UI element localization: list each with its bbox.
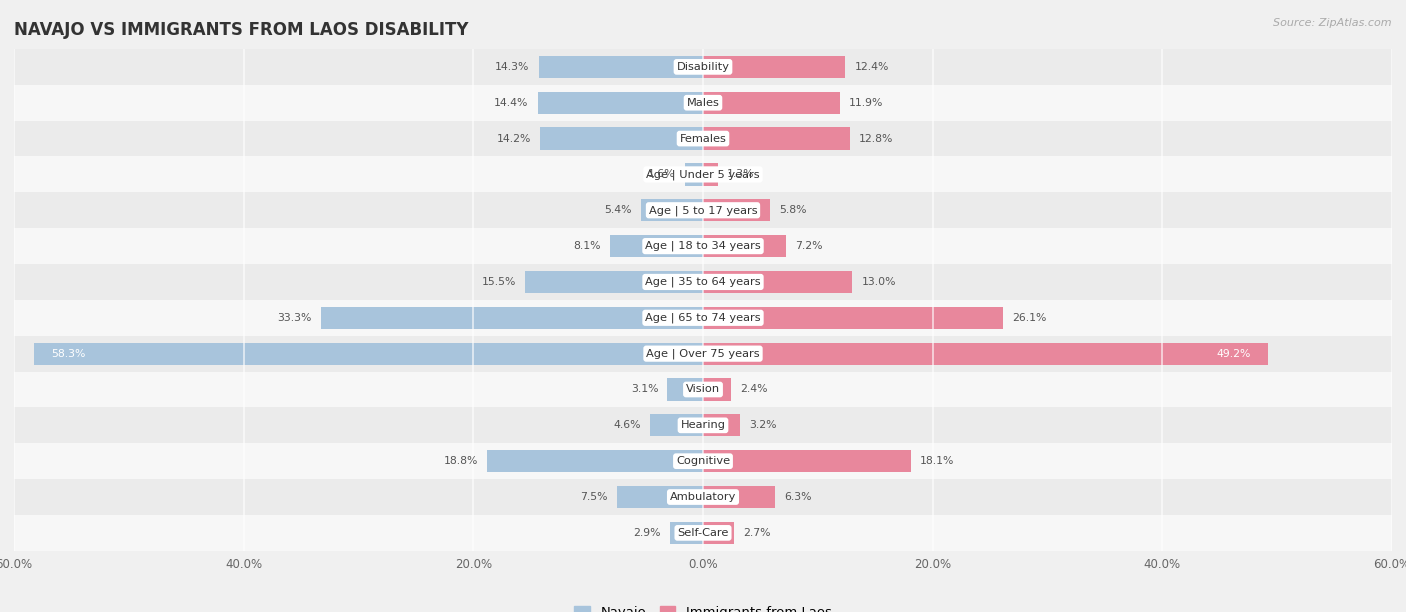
Text: 6.3%: 6.3% [785,492,813,502]
Bar [703,378,731,401]
Text: Age | 5 to 17 years: Age | 5 to 17 years [648,205,758,215]
Bar [14,336,1392,371]
Text: 14.3%: 14.3% [495,62,530,72]
Bar [703,199,769,222]
Text: Vision: Vision [686,384,720,395]
Text: 18.8%: 18.8% [443,456,478,466]
Bar [703,522,734,544]
Bar [14,479,1392,515]
Bar [650,414,703,436]
Text: Cognitive: Cognitive [676,456,730,466]
Text: 11.9%: 11.9% [849,98,883,108]
Bar [321,307,703,329]
Bar [703,92,839,114]
Bar [641,199,703,222]
Text: 14.2%: 14.2% [496,133,531,144]
Text: Source: ZipAtlas.com: Source: ZipAtlas.com [1274,18,1392,28]
Bar [669,522,703,544]
Text: 5.4%: 5.4% [605,205,631,215]
Bar [703,163,718,185]
Text: 1.3%: 1.3% [727,170,755,179]
Bar [14,121,1392,157]
Bar [703,56,845,78]
Text: 13.0%: 13.0% [862,277,896,287]
Text: Age | 18 to 34 years: Age | 18 to 34 years [645,241,761,252]
Bar [14,264,1392,300]
Legend: Navajo, Immigrants from Laos: Navajo, Immigrants from Laos [569,600,837,612]
Bar [14,300,1392,336]
Text: 33.3%: 33.3% [277,313,312,323]
Text: Ambulatory: Ambulatory [669,492,737,502]
Bar [668,378,703,401]
Bar [703,235,786,257]
Text: 1.6%: 1.6% [648,170,675,179]
Bar [703,414,740,436]
Bar [14,515,1392,551]
Bar [14,49,1392,85]
Text: 14.4%: 14.4% [494,98,529,108]
Text: 3.2%: 3.2% [749,420,776,430]
Text: 7.5%: 7.5% [581,492,607,502]
Text: 8.1%: 8.1% [574,241,600,251]
Text: Age | Under 5 years: Age | Under 5 years [647,169,759,180]
Text: 2.7%: 2.7% [744,528,770,538]
Bar [703,343,1268,365]
Text: 5.8%: 5.8% [779,205,806,215]
Bar [34,343,703,365]
Text: 15.5%: 15.5% [481,277,516,287]
Bar [14,228,1392,264]
Bar [538,56,703,78]
Text: 12.4%: 12.4% [855,62,889,72]
Text: 4.6%: 4.6% [613,420,641,430]
Bar [617,486,703,508]
Text: 18.1%: 18.1% [920,456,955,466]
Text: Hearing: Hearing [681,420,725,430]
Text: 2.4%: 2.4% [740,384,768,395]
Text: NAVAJO VS IMMIGRANTS FROM LAOS DISABILITY: NAVAJO VS IMMIGRANTS FROM LAOS DISABILIT… [14,21,468,39]
Text: 12.8%: 12.8% [859,133,894,144]
Bar [14,443,1392,479]
Bar [537,92,703,114]
Text: Females: Females [679,133,727,144]
Bar [14,192,1392,228]
Text: 3.1%: 3.1% [631,384,658,395]
Bar [685,163,703,185]
Bar [540,127,703,150]
Bar [703,486,775,508]
Text: 26.1%: 26.1% [1012,313,1046,323]
Bar [703,307,1002,329]
Text: 7.2%: 7.2% [794,241,823,251]
Bar [14,371,1392,408]
Text: Age | 35 to 64 years: Age | 35 to 64 years [645,277,761,287]
Bar [524,271,703,293]
Bar [610,235,703,257]
Text: Self-Care: Self-Care [678,528,728,538]
Text: 49.2%: 49.2% [1216,349,1251,359]
Bar [703,271,852,293]
Text: Age | 65 to 74 years: Age | 65 to 74 years [645,313,761,323]
Text: Disability: Disability [676,62,730,72]
Text: 2.9%: 2.9% [633,528,661,538]
Bar [14,85,1392,121]
Bar [703,127,851,150]
Bar [14,408,1392,443]
Text: Age | Over 75 years: Age | Over 75 years [647,348,759,359]
Bar [703,450,911,472]
Bar [486,450,703,472]
Text: Males: Males [686,98,720,108]
Bar [14,157,1392,192]
Text: 58.3%: 58.3% [51,349,86,359]
